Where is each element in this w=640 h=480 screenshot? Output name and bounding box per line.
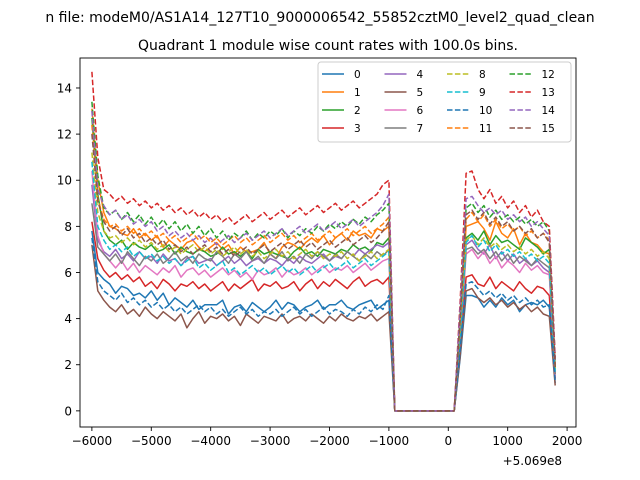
x-offset-label: +5.069e8: [503, 454, 562, 468]
legend-label-8: 8: [479, 69, 486, 81]
x-tick-label: −1000: [369, 434, 410, 448]
y-tick-label: 4: [64, 312, 72, 326]
x-tick-label: −5000: [131, 434, 172, 448]
y-tick-label: 10: [57, 174, 72, 188]
y-tick-label: 2: [64, 358, 72, 372]
legend-label-3: 3: [354, 123, 361, 135]
legend-label-5: 5: [417, 87, 424, 99]
legend-label-12: 12: [542, 69, 555, 81]
axes-frame: [79, 57, 577, 428]
series-line-8: [91, 152, 556, 412]
x-tick-label: −4000: [190, 434, 231, 448]
y-tick-label: 6: [64, 266, 72, 280]
legend-label-9: 9: [479, 87, 486, 99]
series-line-9: [91, 161, 556, 412]
x-tick-label: 0: [444, 434, 452, 448]
y-tick-label: 8: [64, 220, 72, 234]
x-tick-label: −2000: [309, 434, 350, 448]
legend-label-1: 1: [354, 87, 361, 99]
series-line-10: [91, 237, 556, 412]
series-line-6: [91, 170, 556, 412]
legend-label-11: 11: [479, 123, 492, 135]
y-tick-label: 0: [64, 404, 72, 418]
series-line-13: [91, 71, 556, 412]
series-line-11: [91, 124, 556, 412]
legend-label-4: 4: [417, 69, 424, 81]
x-tick-label: −3000: [250, 434, 291, 448]
x-tick-label: 2000: [552, 434, 583, 448]
y-tick-label: 12: [57, 128, 72, 142]
x-tick-label: −6000: [72, 434, 113, 448]
legend-label-2: 2: [354, 105, 361, 117]
legend-label-0: 0: [354, 69, 361, 81]
plot-area: −6000 −5000 −4000 −3000 −2000 −1000 0 1000 2000 0…: [57, 57, 583, 448]
series-line-5: [91, 244, 556, 412]
legend-label-14: 14: [542, 105, 556, 117]
legend-label-13: 13: [542, 87, 555, 99]
series-line-14: [91, 110, 556, 412]
legend-box: [317, 61, 572, 143]
legend-label-10: 10: [479, 105, 492, 117]
legend-label-7: 7: [417, 123, 424, 135]
chart-title: Quadrant 1 module wise count rates with …: [138, 38, 518, 54]
series-line-12: [91, 101, 556, 412]
series-line-2: [91, 117, 556, 412]
figure-suptitle: n file: modeM0/AS1A14_127T10_9000006542_…: [45, 10, 594, 26]
series-line-15: [91, 134, 556, 412]
y-tick-label: 14: [57, 81, 72, 95]
legend-label-6: 6: [417, 105, 424, 117]
x-tick-label: 1000: [492, 434, 523, 448]
series-line-7: [91, 203, 556, 412]
series-line-3: [91, 221, 556, 412]
legend-label-15: 15: [542, 123, 555, 135]
series-line-4: [91, 184, 556, 412]
